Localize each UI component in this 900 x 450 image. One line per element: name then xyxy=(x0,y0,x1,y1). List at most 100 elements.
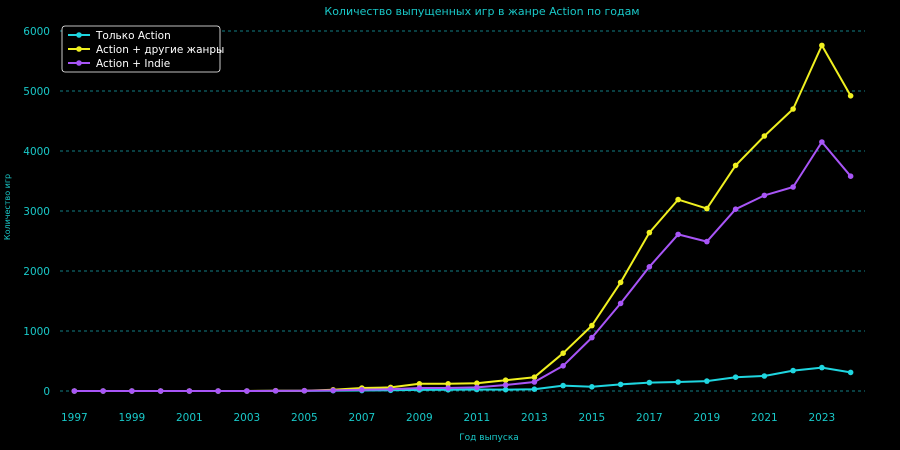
data-point xyxy=(617,279,624,286)
series-3 xyxy=(71,139,854,394)
x-tick-label: 2009 xyxy=(406,412,433,424)
series-line xyxy=(74,141,852,392)
x-tick-label: 2011 xyxy=(464,412,491,424)
data-point xyxy=(445,381,451,387)
y-tick-label: 0 xyxy=(43,386,50,398)
data-point xyxy=(819,42,825,49)
x-tick-label: 2003 xyxy=(234,412,261,424)
y-tick-label: 5000 xyxy=(23,86,50,98)
data-point xyxy=(761,192,768,199)
data-point xyxy=(129,388,135,394)
legend-label: Action + другие жанры xyxy=(96,44,224,56)
data-point xyxy=(847,369,854,376)
data-point xyxy=(732,162,739,169)
x-tick-label: 1999 xyxy=(119,412,146,424)
data-point xyxy=(761,133,768,139)
data-point xyxy=(215,388,221,394)
data-point xyxy=(589,384,595,390)
data-point xyxy=(704,378,710,384)
data-point xyxy=(560,363,566,369)
series xyxy=(71,42,854,394)
legend: Только Action Action + другие жанры Action… xyxy=(61,25,224,73)
x-axis-label: Год выпуска xyxy=(459,433,519,443)
series-2 xyxy=(71,42,854,394)
data-point xyxy=(359,387,365,393)
axes: 0 1000 2000 3000 4000 5000 6000 1997 1999 2001 200… xyxy=(23,26,835,424)
data-point xyxy=(617,300,624,307)
x-tick-label: 2021 xyxy=(751,412,778,424)
x-tick-label: 1997 xyxy=(61,412,88,424)
x-tick-label: 2005 xyxy=(291,412,318,424)
data-point xyxy=(790,106,796,112)
y-axis-label: Количество игр xyxy=(3,174,12,240)
data-point xyxy=(704,238,710,245)
data-point xyxy=(157,388,164,394)
data-point xyxy=(646,264,653,270)
legend-item: Только Action xyxy=(68,30,171,42)
data-point xyxy=(847,173,854,179)
data-point xyxy=(732,374,739,381)
data-point xyxy=(272,388,279,394)
x-tick-label: 2001 xyxy=(176,412,203,424)
legend-box xyxy=(61,25,221,73)
x-tick-label: 2013 xyxy=(521,412,548,424)
y-tick-label: 6000 xyxy=(23,26,50,38)
data-point xyxy=(560,350,566,357)
series-line xyxy=(74,44,852,392)
data-point xyxy=(790,184,796,190)
y-tick-label: 2000 xyxy=(23,266,50,278)
data-point xyxy=(646,229,653,236)
data-point xyxy=(387,386,394,393)
data-point xyxy=(531,386,538,393)
x-tick-label: 2023 xyxy=(809,412,836,424)
legend-swatch-marker xyxy=(76,60,82,66)
data-point xyxy=(416,381,423,387)
grid-lines xyxy=(60,30,865,392)
data-point xyxy=(416,385,423,391)
data-point xyxy=(531,379,538,385)
data-point xyxy=(732,206,739,212)
data-point xyxy=(71,388,78,394)
data-point xyxy=(502,386,509,393)
data-point xyxy=(675,231,681,238)
data-point xyxy=(617,381,624,388)
data-point xyxy=(100,388,106,394)
x-tick-label: 2017 xyxy=(636,412,663,424)
x-tick-label: 2019 xyxy=(694,412,721,424)
data-point xyxy=(560,382,566,389)
data-point xyxy=(502,377,509,384)
data-point xyxy=(675,379,681,385)
chart-title: Количество выпущенных игр в жанре Action… xyxy=(324,5,639,18)
y-tick-label: 4000 xyxy=(23,146,50,158)
data-point xyxy=(244,388,250,394)
data-point xyxy=(330,387,336,394)
legend-label: Action + Indie xyxy=(96,58,170,70)
data-point xyxy=(675,196,681,203)
data-point xyxy=(301,387,308,394)
legend-item: Action + Indie xyxy=(68,58,170,70)
legend-swatch-marker xyxy=(76,32,82,38)
data-point xyxy=(474,380,480,387)
data-point xyxy=(704,205,710,212)
y-tick-label: 1000 xyxy=(23,326,50,338)
x-tick-label: 2015 xyxy=(579,412,606,424)
data-point xyxy=(790,367,796,374)
data-point xyxy=(819,139,825,145)
data-point xyxy=(186,388,193,394)
data-point xyxy=(502,382,509,388)
data-point xyxy=(819,364,825,371)
y-tick-label: 3000 xyxy=(23,206,50,218)
legend-label: Только Action xyxy=(95,30,171,42)
data-point xyxy=(589,334,595,341)
data-point xyxy=(646,379,653,386)
data-point xyxy=(589,322,595,329)
x-tick-label: 2007 xyxy=(349,412,376,424)
data-point xyxy=(474,384,480,391)
legend-swatch-marker xyxy=(76,46,82,52)
data-point xyxy=(531,374,538,381)
data-point xyxy=(761,373,768,379)
data-point xyxy=(847,93,854,99)
data-point xyxy=(445,385,451,391)
